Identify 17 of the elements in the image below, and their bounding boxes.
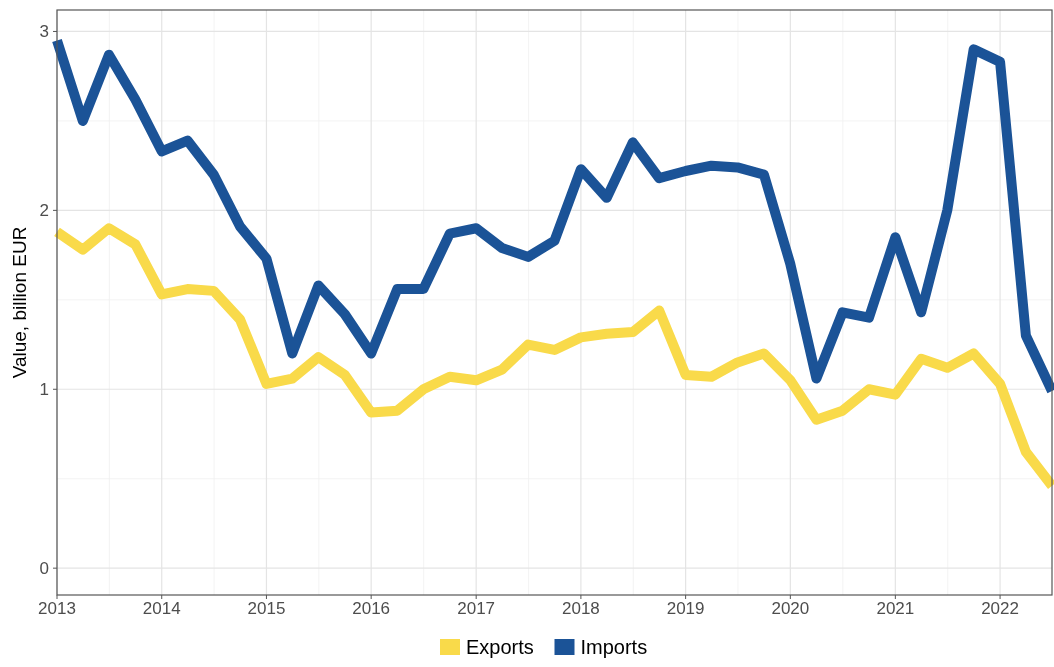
x-tick-label: 2022: [981, 599, 1019, 618]
x-tick-label: 2018: [561, 599, 600, 618]
x-tick-label: 2016: [352, 599, 391, 618]
x-tick-label: 2019: [666, 599, 705, 618]
y-tick-label: 1: [39, 380, 49, 400]
x-tick-label: 2013: [38, 599, 76, 618]
x-tick-label: 2017: [457, 599, 496, 618]
x-tick-label: 2020: [771, 599, 810, 618]
x-tick-label: 2014: [142, 599, 181, 618]
y-tick-label: 2: [39, 201, 49, 221]
legend-label: Exports: [466, 636, 534, 658]
x-tick-label: 2021: [876, 599, 915, 618]
y-tick-label: 0: [39, 559, 49, 579]
y-tick-label: 3: [39, 22, 49, 42]
y-axis-title: Value, billion EUR: [9, 226, 30, 379]
x-tick-label: 2015: [247, 599, 286, 618]
legend-label: Imports: [580, 636, 648, 658]
